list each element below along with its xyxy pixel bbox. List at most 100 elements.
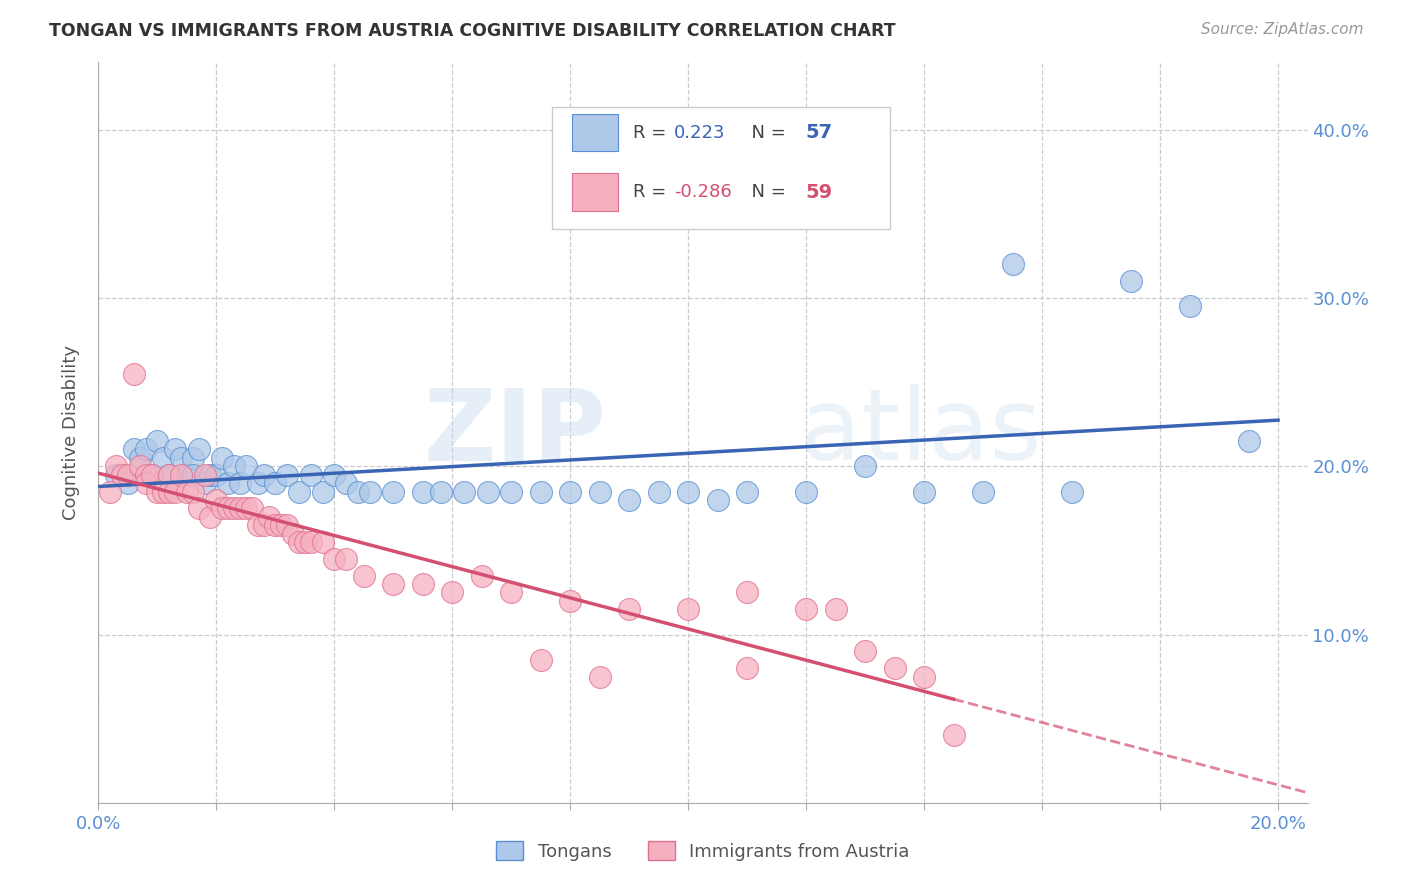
Point — [824, 602, 846, 616]
Point — [235, 501, 257, 516]
Point — [217, 476, 239, 491]
Point — [942, 729, 965, 743]
Point — [1060, 484, 1083, 499]
Point — [252, 518, 274, 533]
Point — [246, 518, 269, 533]
Point — [912, 484, 935, 499]
Point — [560, 484, 582, 499]
Text: ZIP: ZIP — [423, 384, 606, 481]
Point — [294, 535, 316, 549]
Point — [794, 602, 817, 616]
Point — [181, 467, 204, 482]
Point — [157, 467, 180, 482]
Point — [353, 568, 375, 582]
Point — [122, 367, 145, 381]
Point — [187, 501, 209, 516]
Point — [323, 467, 346, 482]
Point — [187, 442, 209, 457]
Point — [211, 450, 233, 465]
FancyBboxPatch shape — [572, 114, 619, 152]
Point — [281, 526, 304, 541]
Point — [205, 467, 228, 482]
Point — [146, 484, 169, 499]
Point — [246, 476, 269, 491]
Point — [323, 551, 346, 566]
Point — [122, 442, 145, 457]
Point — [477, 484, 499, 499]
Point — [735, 484, 758, 499]
Point — [165, 442, 187, 457]
Point — [200, 509, 222, 524]
Point — [972, 484, 994, 499]
Point — [152, 484, 174, 499]
Point — [530, 653, 553, 667]
Point — [135, 442, 157, 457]
Point — [152, 450, 174, 465]
Point — [157, 467, 180, 482]
Text: N =: N = — [741, 183, 792, 201]
Text: Source: ZipAtlas.com: Source: ZipAtlas.com — [1201, 22, 1364, 37]
Text: 57: 57 — [806, 123, 832, 143]
Point — [205, 492, 228, 507]
Text: -0.286: -0.286 — [673, 183, 731, 201]
Point — [288, 484, 311, 499]
Point — [181, 450, 204, 465]
Point — [146, 434, 169, 448]
Text: atlas: atlas — [800, 384, 1042, 481]
Point — [211, 501, 233, 516]
Point — [276, 518, 298, 533]
Point — [170, 450, 193, 465]
Point — [299, 467, 322, 482]
Point — [229, 501, 252, 516]
Point — [530, 484, 553, 499]
Point — [141, 467, 163, 482]
Point — [98, 484, 121, 499]
Point — [194, 467, 217, 482]
Point — [382, 484, 405, 499]
Point — [128, 450, 150, 465]
Point — [299, 535, 322, 549]
Point — [170, 467, 193, 482]
Point — [222, 501, 245, 516]
Point — [678, 602, 700, 616]
Point — [105, 459, 128, 474]
Text: 59: 59 — [806, 183, 832, 202]
Text: N =: N = — [741, 124, 792, 142]
Point — [135, 476, 157, 491]
Point — [176, 467, 198, 482]
Point — [589, 670, 612, 684]
Point — [412, 577, 434, 591]
Point — [359, 484, 381, 499]
Point — [141, 467, 163, 482]
Point — [501, 585, 523, 599]
Point — [589, 484, 612, 499]
Point — [501, 484, 523, 499]
Point — [252, 467, 274, 482]
Text: 0.223: 0.223 — [673, 124, 725, 142]
Point — [619, 492, 641, 507]
Text: TONGAN VS IMMIGRANTS FROM AUSTRIA COGNITIVE DISABILITY CORRELATION CHART: TONGAN VS IMMIGRANTS FROM AUSTRIA COGNIT… — [49, 22, 896, 40]
Point — [117, 467, 139, 482]
Point — [678, 484, 700, 499]
FancyBboxPatch shape — [572, 173, 619, 211]
Text: R =: R = — [633, 183, 672, 201]
Point — [259, 509, 281, 524]
Point — [117, 476, 139, 491]
Point — [276, 467, 298, 482]
Point — [453, 484, 475, 499]
Point — [264, 476, 287, 491]
Y-axis label: Cognitive Disability: Cognitive Disability — [62, 345, 80, 520]
Point — [619, 602, 641, 616]
Point — [335, 551, 357, 566]
Point — [853, 459, 876, 474]
Point — [883, 661, 905, 675]
Point — [853, 644, 876, 658]
Point — [200, 467, 222, 482]
Point — [794, 484, 817, 499]
Point — [135, 467, 157, 482]
Point — [560, 594, 582, 608]
Point — [217, 501, 239, 516]
Point — [347, 484, 370, 499]
FancyBboxPatch shape — [551, 107, 890, 229]
Point — [222, 459, 245, 474]
